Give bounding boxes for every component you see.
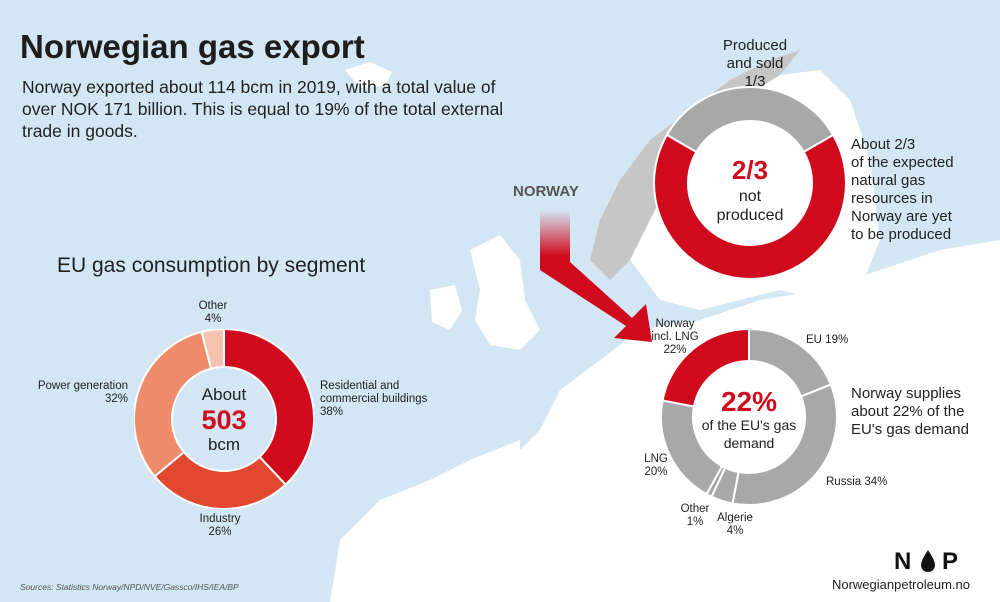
resources-segment-not-produced: [653, 133, 847, 280]
label-russia-supply: Russia 34%: [826, 476, 888, 488]
label-norway-supply: Norway incl. LNG 22%: [651, 318, 699, 356]
britain-landmass: [470, 235, 540, 350]
supply-center-line3: demand: [724, 435, 775, 451]
supply-center-value: 22%: [721, 386, 777, 417]
norway-landmass: [590, 50, 800, 280]
consumption-segment-other: [200, 329, 226, 370]
island-landmass: [345, 62, 392, 88]
resources-label-produced: Produced and sold 1/3: [722, 37, 788, 90]
resources-center-line2: produced: [717, 207, 784, 224]
consumption-center-line3: bcm: [208, 435, 240, 454]
supply-segment-lng: [660, 399, 724, 496]
norway-export-arrow: [540, 210, 652, 342]
iberia-landmass: [330, 440, 520, 602]
label-industry: Industry 26%: [199, 513, 241, 538]
oil-drop-icon: [921, 550, 935, 572]
map-label-norway: NORWAY: [513, 183, 579, 200]
resources-center-line1: not: [739, 188, 762, 205]
resources-segment-produced-and-sold: [665, 86, 835, 154]
page-title: Norwegian gas export: [20, 28, 365, 65]
site-url: Norwegianpetroleum.no: [831, 577, 970, 592]
label-power-generation: Power generation 32%: [37, 380, 128, 405]
consumption-center-line1: About: [202, 385, 247, 404]
supply-center-line2: of the EU's gas: [702, 417, 797, 433]
sources-text: Sources: Statistics Norway/NPD/NVE/Gassc…: [20, 582, 239, 592]
intro-text: Norway exported about 114 bcm in 2019, w…: [22, 77, 504, 141]
resources-donut: 2/3 not produced: [653, 86, 847, 280]
resources-center-value: 2/3: [732, 155, 768, 185]
consumption-segment-power-generation: [134, 330, 213, 478]
eu-consumption-donut: About 503 bcm: [134, 329, 314, 509]
supply-segment-russia: [731, 383, 838, 506]
label-other-consumption: Other 4%: [198, 300, 228, 325]
label-lng-supply: LNG 20%: [644, 453, 668, 478]
label-algerie-supply: Algerie 4%: [717, 512, 753, 537]
resources-label-not-produced: About 2/3 of the expected natural gas re…: [851, 136, 954, 243]
consumption-segment-residential-and-commercial-buildings: [223, 329, 314, 487]
eu-supply-donut: 22% of the EU's gas demand: [660, 328, 838, 506]
consumption-center-value: 503: [201, 405, 246, 435]
eu-consumption-title: EU gas consumption by segment: [57, 254, 366, 277]
europe-landmass: [420, 240, 1000, 602]
supply-segment-norway-incl-lng: [661, 328, 751, 408]
supply-note: Norway supplies about 22% of the EU's ga…: [851, 385, 969, 438]
label-other-supply: Other 1%: [680, 503, 710, 528]
ireland-landmass: [430, 285, 462, 330]
label-eu-supply: EU 19%: [806, 334, 849, 346]
label-residential: Residential and commercial buildings 38%: [320, 380, 428, 418]
